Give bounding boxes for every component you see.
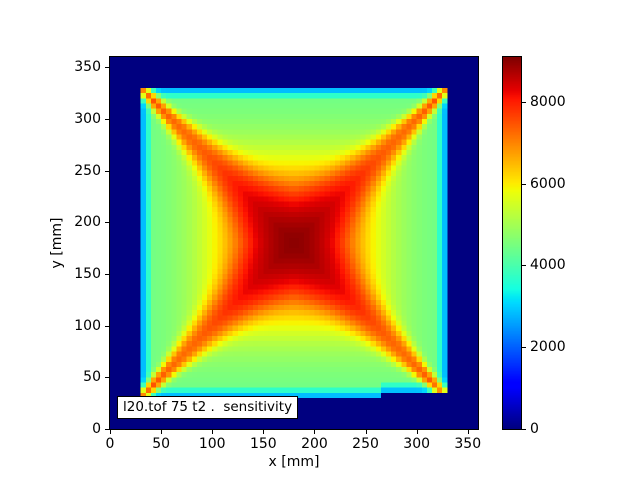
colorbar-tick (522, 429, 526, 430)
colorbar-gradient (503, 57, 521, 429)
y-tick (105, 222, 109, 224)
x-tick-label: 350 (454, 436, 482, 452)
x-tick (110, 430, 111, 434)
y-tick (105, 429, 109, 430)
x-tick-label: 50 (152, 436, 171, 452)
x-tick (416, 430, 418, 434)
colorbar-tick-label: 6000 (530, 175, 566, 192)
colorbar-tick (522, 183, 526, 185)
y-tick-label: 50 (83, 369, 101, 386)
x-tick-label: 200 (301, 436, 328, 452)
y-tick-label: 100 (74, 317, 101, 334)
colorbar-tick-label: 8000 (530, 93, 566, 110)
colorbar-tick-label: 2000 (530, 339, 566, 356)
y-tick-label: 150 (74, 266, 101, 282)
x-axis-label: x [mm] (268, 454, 320, 470)
y-tick-label: 250 (74, 162, 101, 179)
colorbar-tick-label: 0 (530, 421, 539, 437)
y-tick (105, 170, 109, 172)
x-tick (314, 430, 316, 434)
y-tick-label: 350 (74, 59, 101, 76)
x-tick-label: 0 (105, 436, 115, 452)
y-tick-label: 200 (74, 214, 101, 231)
x-tick (365, 430, 367, 434)
colorbar-tick-label: 4000 (530, 257, 566, 274)
colorbar-tick (522, 265, 526, 267)
colorbar-tick (522, 101, 526, 103)
annotation-label: l20.tof 75 t2 . sensitivity (117, 396, 299, 420)
y-tick (105, 274, 109, 275)
y-tick (105, 119, 109, 120)
colorbar-tick (522, 347, 526, 349)
y-tick (105, 325, 109, 327)
heatmap-image (110, 57, 478, 429)
x-tick-label: 150 (249, 436, 277, 452)
colorbar-spines (502, 56, 522, 430)
y-tick (105, 67, 109, 69)
x-tick-label: 300 (403, 436, 431, 452)
x-tick-label: 250 (352, 436, 379, 452)
x-tick (212, 430, 214, 434)
y-tick (105, 377, 109, 379)
y-tick-label: 300 (74, 111, 101, 127)
x-tick-label: 100 (198, 436, 226, 452)
x-tick (467, 430, 469, 434)
y-axis-label: y [mm] (49, 217, 65, 269)
x-tick (161, 430, 163, 434)
y-tick-label: 0 (92, 421, 101, 437)
x-tick (263, 430, 265, 434)
